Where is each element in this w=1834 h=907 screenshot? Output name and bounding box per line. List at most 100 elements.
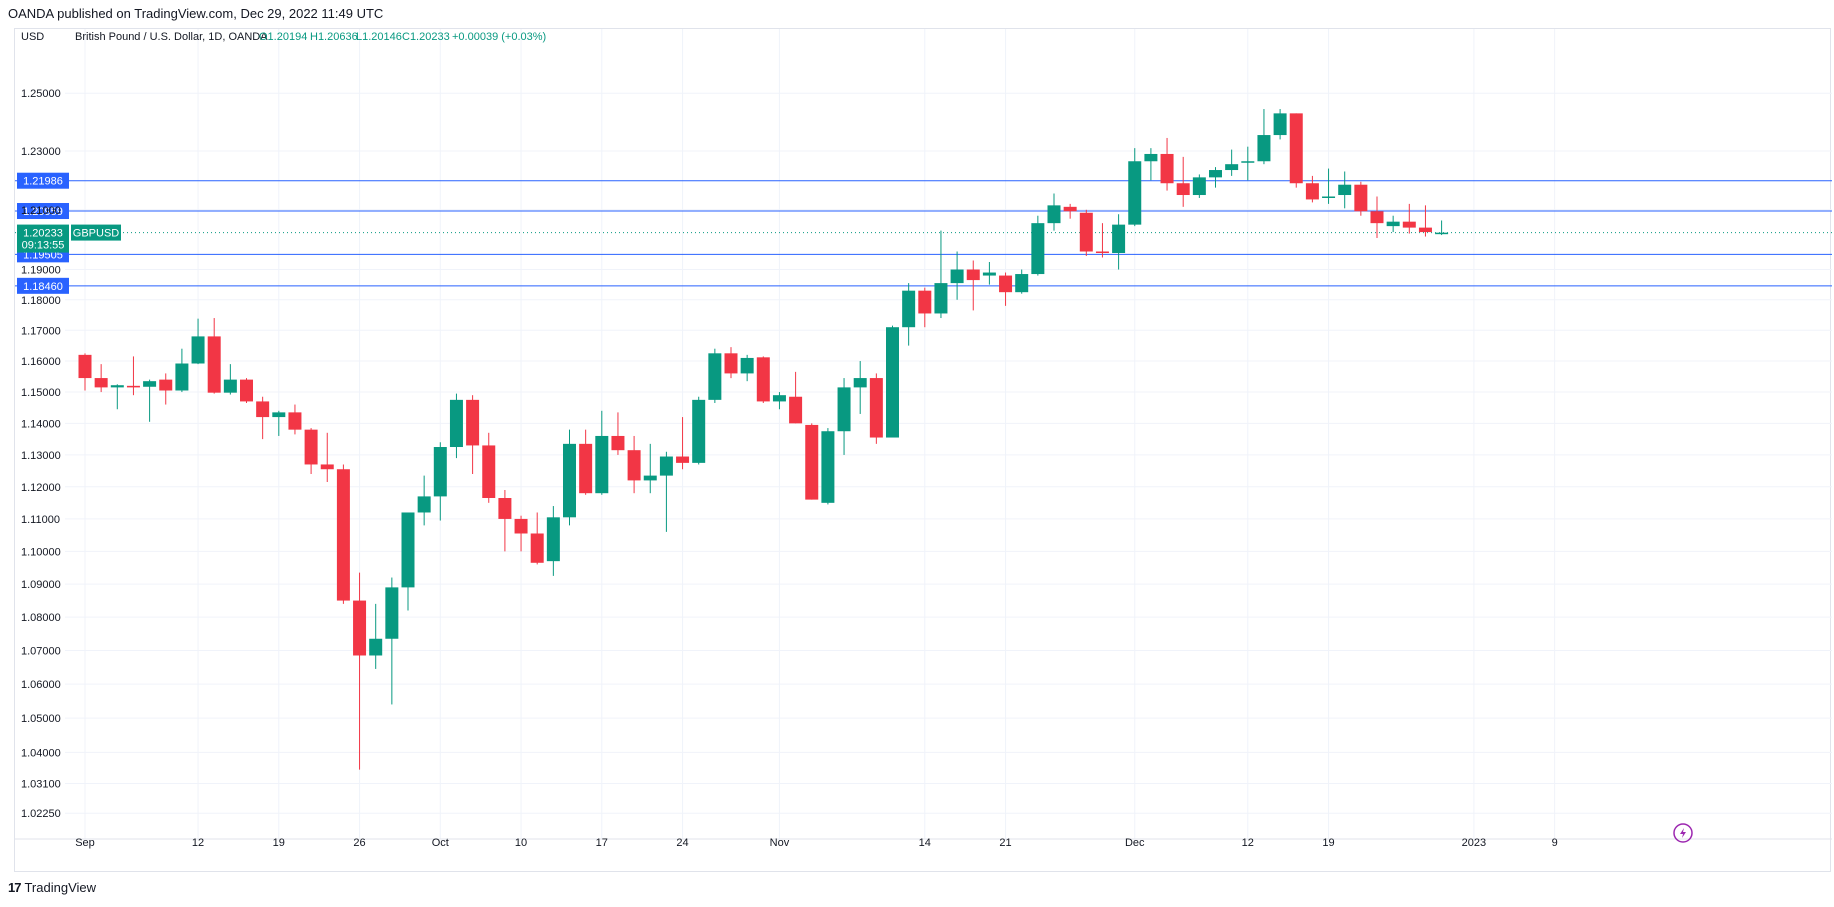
candle[interactable]: [320, 432, 334, 482]
currency-label: USD: [21, 31, 44, 43]
candle[interactable]: [385, 577, 399, 705]
candle[interactable]: [756, 356, 770, 403]
candle[interactable]: [1128, 148, 1142, 227]
candle[interactable]: [1144, 148, 1158, 181]
candle-body: [175, 363, 189, 391]
candle[interactable]: [692, 396, 706, 465]
candle[interactable]: [207, 318, 221, 394]
candle[interactable]: [1079, 209, 1093, 256]
candle[interactable]: [805, 423, 819, 500]
candle[interactable]: [433, 442, 447, 521]
candle[interactable]: [999, 272, 1013, 306]
candle[interactable]: [982, 262, 996, 285]
candle[interactable]: [1338, 171, 1352, 209]
candle[interactable]: [1225, 149, 1239, 176]
candle[interactable]: [1289, 113, 1303, 188]
candle[interactable]: [1305, 175, 1319, 203]
tradingview-logo[interactable]: 17 TradingView: [8, 880, 96, 895]
candle[interactable]: [1435, 220, 1449, 236]
candle[interactable]: [546, 506, 560, 576]
candle[interactable]: [1047, 193, 1061, 231]
candle[interactable]: [191, 318, 205, 365]
candle[interactable]: [530, 512, 544, 565]
candle[interactable]: [110, 384, 124, 410]
candle[interactable]: [853, 361, 867, 414]
candle[interactable]: [336, 464, 350, 604]
candle-body: [869, 378, 883, 438]
candle[interactable]: [1273, 109, 1287, 140]
candle[interactable]: [724, 347, 738, 379]
time-tick-label: 19: [1322, 837, 1334, 849]
candle[interactable]: [143, 379, 157, 422]
candle[interactable]: [1160, 137, 1174, 191]
candle[interactable]: [579, 429, 593, 495]
candle-body: [126, 385, 140, 388]
candle[interactable]: [789, 371, 803, 424]
candle[interactable]: [159, 373, 173, 405]
candle[interactable]: [1418, 205, 1432, 237]
candle[interactable]: [772, 392, 786, 410]
candle[interactable]: [288, 404, 302, 435]
candle[interactable]: [256, 396, 270, 440]
candle[interactable]: [563, 429, 576, 526]
candle[interactable]: [175, 348, 189, 393]
lightning-icon[interactable]: [1673, 823, 1693, 843]
candle[interactable]: [304, 428, 318, 475]
candle[interactable]: [1354, 181, 1368, 216]
candle[interactable]: [934, 230, 948, 319]
candle[interactable]: [272, 410, 286, 436]
candle[interactable]: [708, 348, 722, 403]
candle[interactable]: [514, 515, 528, 552]
candle[interactable]: [886, 325, 899, 438]
price-tick-label: 1.15000: [21, 387, 61, 399]
candle[interactable]: [1031, 215, 1045, 276]
candle[interactable]: [595, 410, 609, 495]
candle[interactable]: [223, 364, 237, 395]
candle[interactable]: [1192, 174, 1206, 198]
candle[interactable]: [466, 395, 480, 475]
candle[interactable]: [78, 353, 92, 391]
candle[interactable]: [950, 251, 964, 300]
candle[interactable]: [918, 287, 932, 328]
candle[interactable]: [482, 432, 496, 503]
candle[interactable]: [498, 489, 512, 552]
candle-body: [579, 443, 593, 494]
candle[interactable]: [902, 283, 916, 346]
candle[interactable]: [1209, 167, 1222, 188]
candle[interactable]: [417, 475, 431, 526]
candle[interactable]: [740, 354, 754, 382]
chart-panel[interactable]: 1.21986 1.20959 1.19505 1.18460 1.20233 09:13…: [14, 28, 1832, 873]
candle[interactable]: [643, 443, 657, 494]
candle[interactable]: [369, 603, 383, 669]
candle[interactable]: [1370, 196, 1384, 239]
candlestick-chart[interactable]: 1.219861.209591.195051.184601.2023309:13…: [15, 29, 1832, 873]
time-tick-label: Sep: [75, 837, 95, 849]
candle[interactable]: [821, 428, 835, 505]
candle[interactable]: [401, 512, 415, 611]
candle[interactable]: [966, 260, 980, 311]
candle[interactable]: [1112, 214, 1126, 270]
candle[interactable]: [1322, 168, 1336, 204]
candle[interactable]: [659, 451, 673, 532]
candle[interactable]: [1257, 109, 1271, 165]
candle[interactable]: [1095, 223, 1109, 258]
candle[interactable]: [240, 378, 253, 403]
candle[interactable]: [1015, 269, 1029, 294]
candle[interactable]: [627, 435, 641, 494]
candle[interactable]: [353, 572, 367, 770]
candle[interactable]: [1402, 203, 1416, 234]
candle[interactable]: [449, 393, 463, 459]
candle[interactable]: [1176, 156, 1190, 207]
candle[interactable]: [869, 373, 883, 444]
price-tick-label: 1.09000: [21, 579, 61, 591]
candle[interactable]: [611, 412, 625, 455]
candle[interactable]: [1063, 203, 1077, 219]
candle[interactable]: [1241, 146, 1255, 181]
candle-body: [1031, 223, 1045, 275]
candle[interactable]: [126, 356, 140, 396]
candle[interactable]: [94, 364, 108, 393]
price-tick-label: 1.14000: [21, 418, 61, 430]
candle[interactable]: [1386, 215, 1400, 233]
candle[interactable]: [676, 417, 690, 470]
candle[interactable]: [837, 378, 851, 455]
